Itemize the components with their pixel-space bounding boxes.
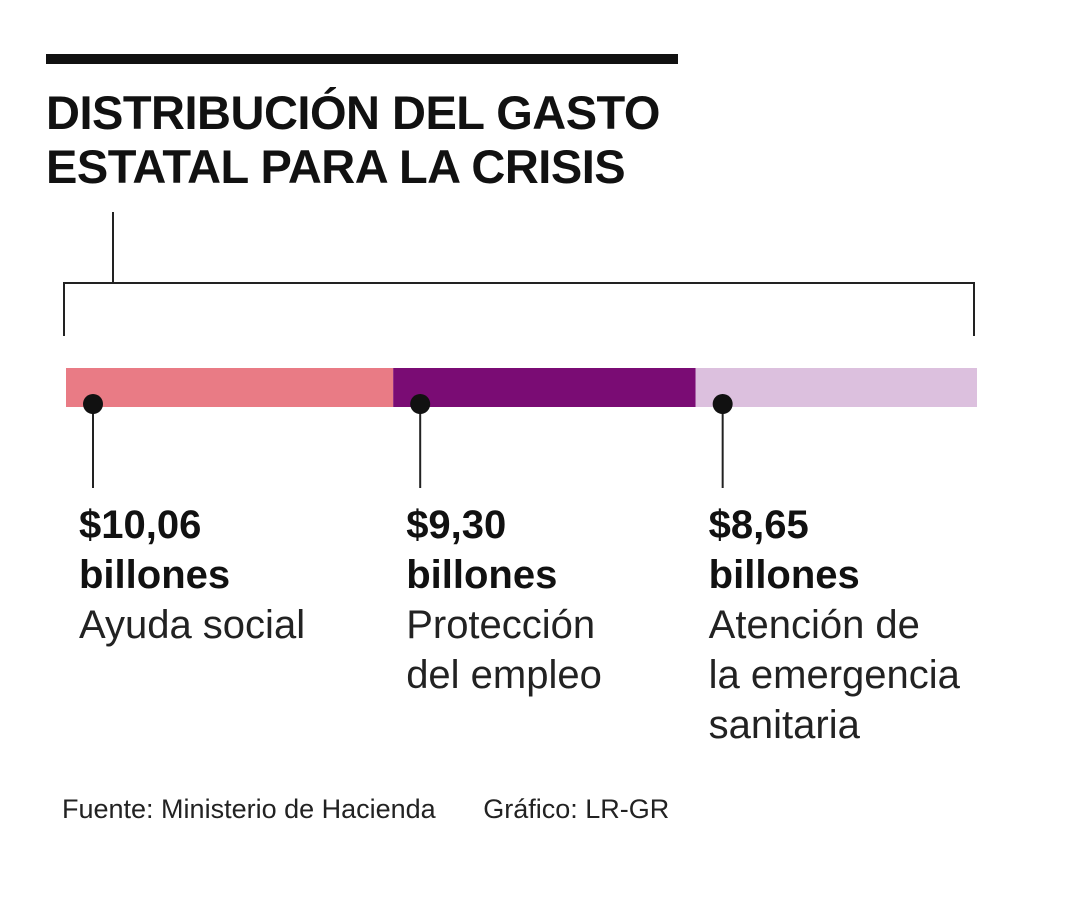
title-line-2: ESTATAL PARA LA CRISIS xyxy=(46,140,626,193)
segment-category-line: Protección xyxy=(406,603,596,647)
segment-label-ayuda-social: $10,06 billones Ayuda social xyxy=(79,500,399,650)
segment-label-proteccion-empleo: $9,30 billones Protección del empleo xyxy=(406,500,726,700)
segment-category-line: del empleo xyxy=(406,653,602,697)
bar-segment-2 xyxy=(393,368,696,407)
segment-amount: $9,30 xyxy=(406,503,507,547)
callout-dot-2 xyxy=(410,394,431,414)
segment-amount: $8,65 xyxy=(708,503,809,547)
footer: Fuente: Ministerio de Hacienda Gráfico: … xyxy=(62,794,669,825)
segment-unit: billones xyxy=(708,553,860,597)
segment-category-line: Atención de xyxy=(708,603,920,647)
bracket xyxy=(63,282,975,336)
segment-category-line: Ayuda social xyxy=(79,603,306,647)
bar-segment-1 xyxy=(66,368,394,407)
segment-category-line: sanitaria xyxy=(708,703,860,747)
segment-unit: billones xyxy=(406,553,558,597)
top-rule xyxy=(46,54,678,64)
segment-label-emergencia-sanitaria: $8,65 billones Atención de la emergencia… xyxy=(709,500,1029,750)
segment-amount: $10,06 xyxy=(79,503,202,547)
title-line-1: DISTRIBUCIÓN DEL GASTO xyxy=(46,86,660,139)
callout-dot-3 xyxy=(712,394,733,414)
segment-category-line: la emergencia xyxy=(708,653,960,697)
graphic-credit: Gráfico: LR-GR xyxy=(483,794,670,824)
source-note: Fuente: Ministerio de Hacienda xyxy=(62,794,436,824)
bar-segment-3 xyxy=(695,368,977,407)
chart-title: DISTRIBUCIÓN DEL GASTO ESTATAL PARA LA C… xyxy=(46,86,746,194)
callout-dot-1 xyxy=(83,394,103,414)
segment-unit: billones xyxy=(79,553,231,597)
